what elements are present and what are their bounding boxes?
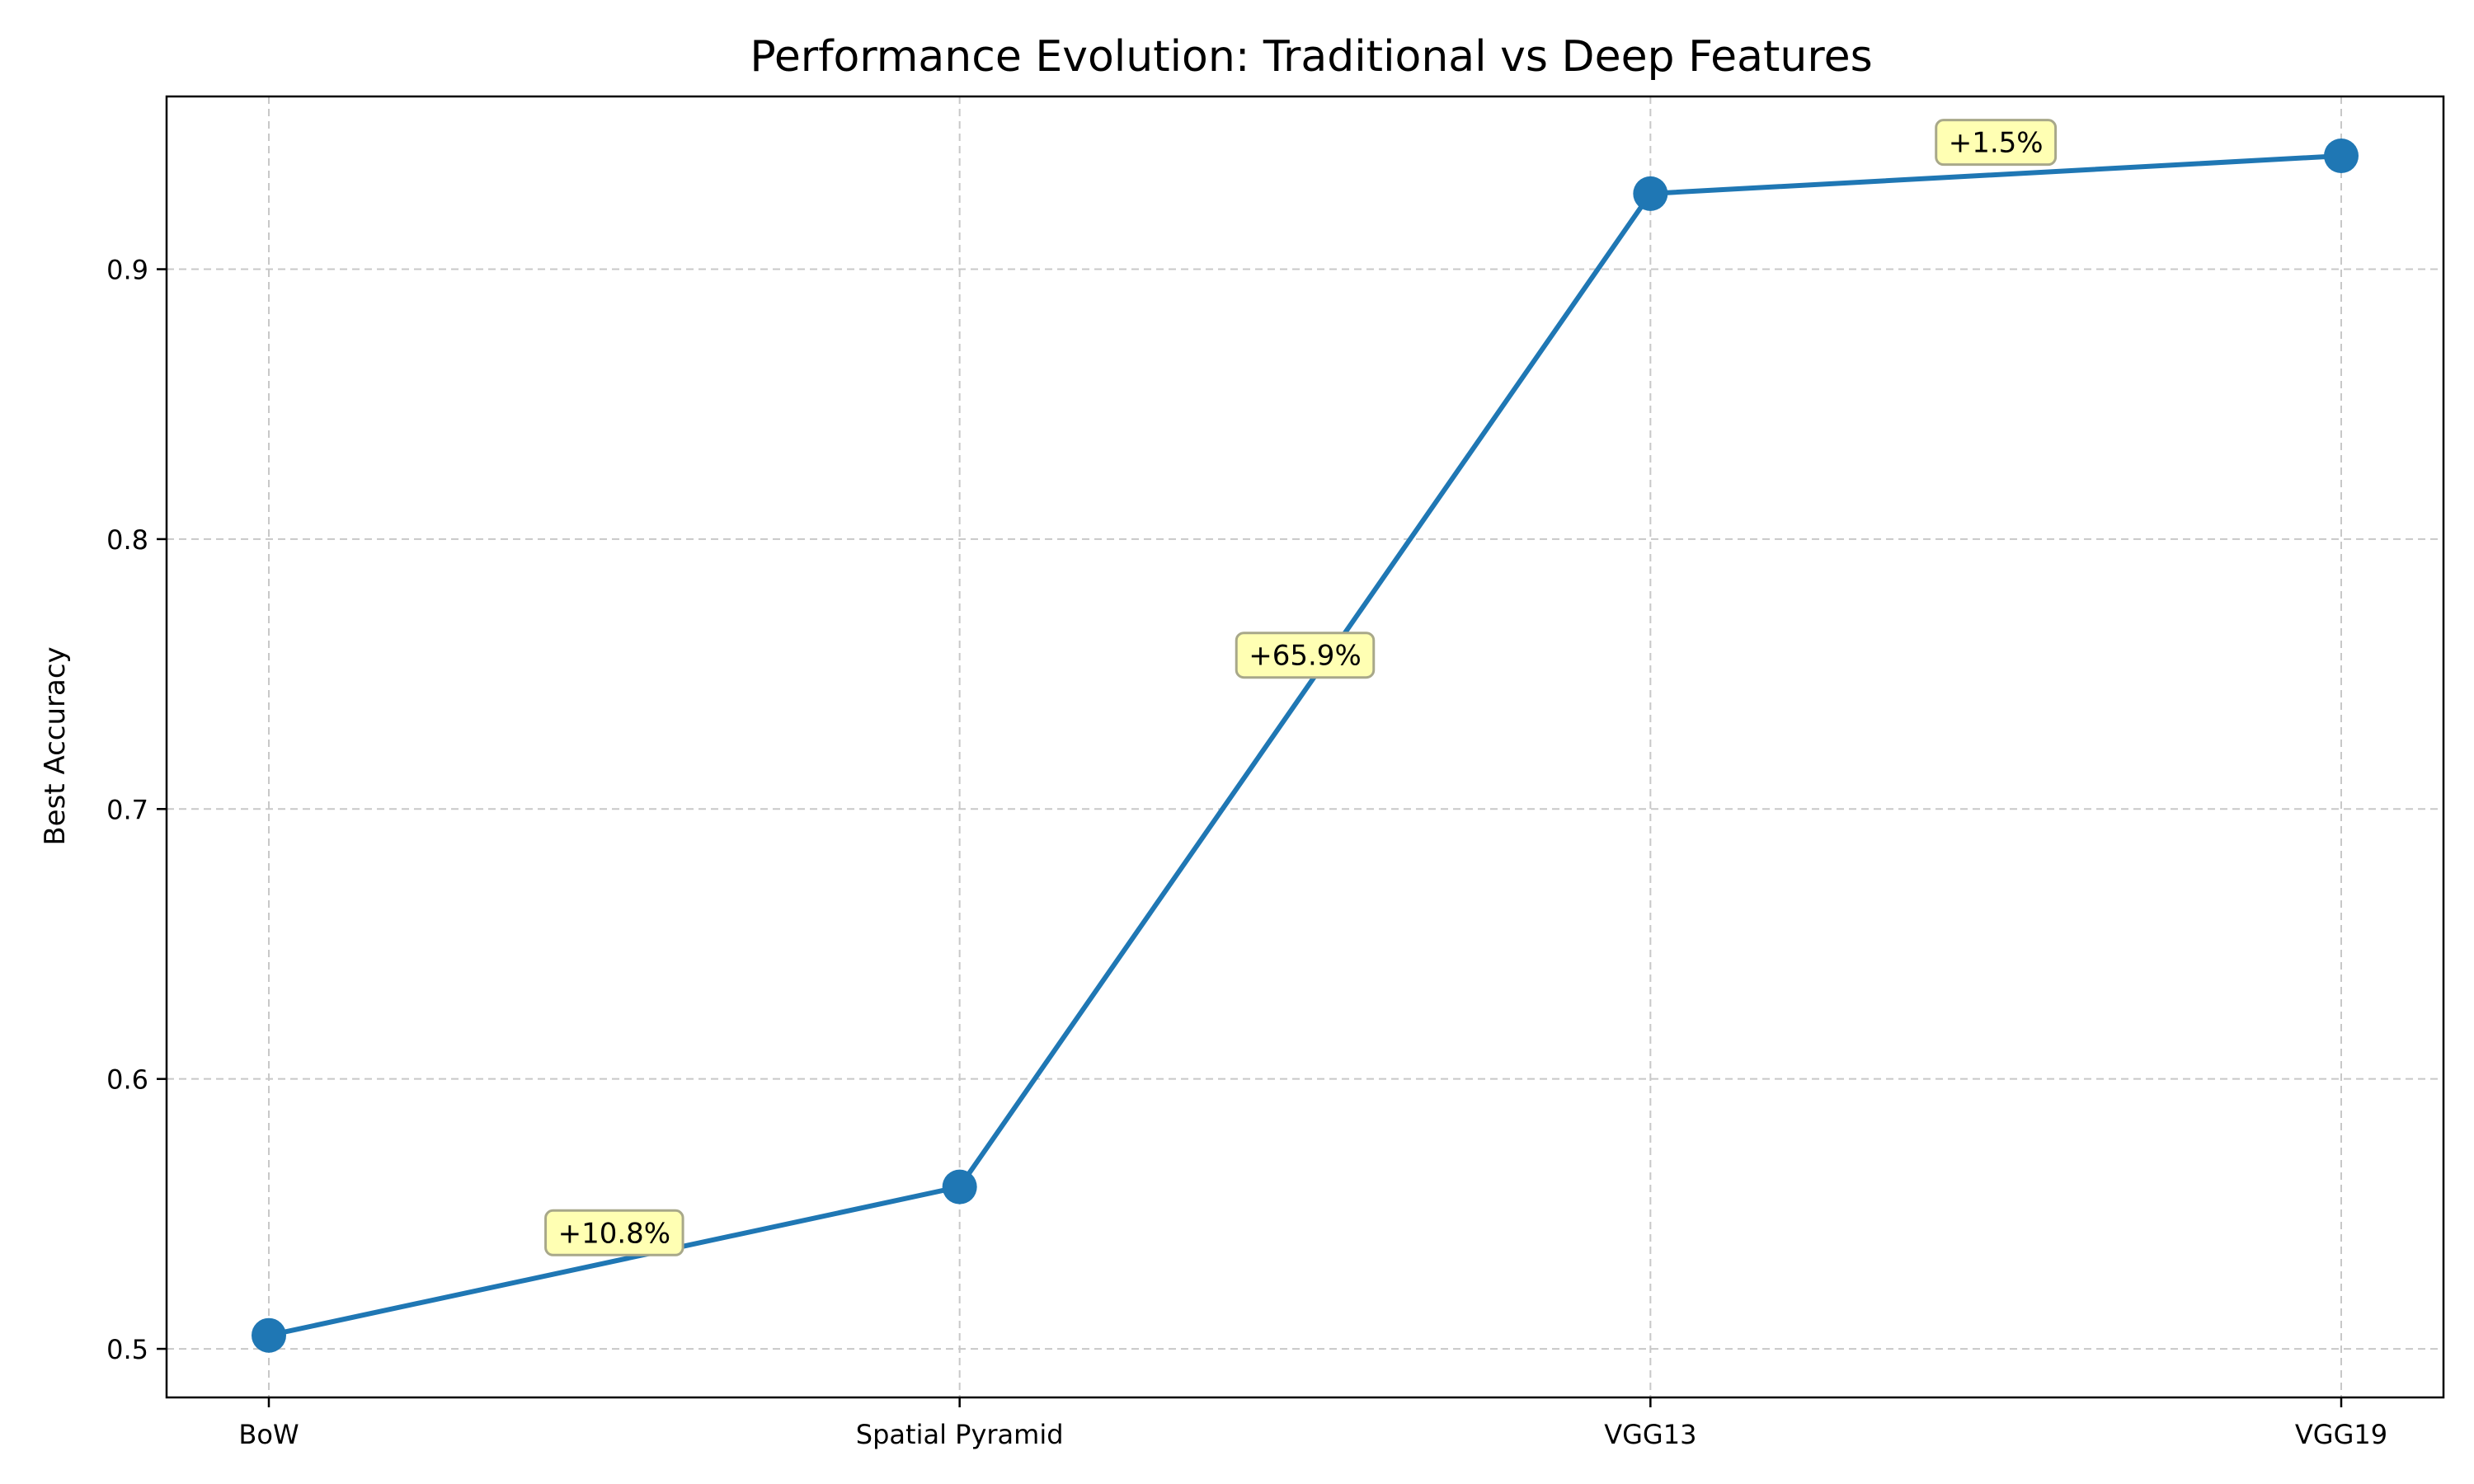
plot-frame [165, 95, 2445, 1399]
annotation-label: +1.5% [1949, 127, 2044, 160]
axes-layer: 0.5 0.6 0.7 0.8 0.9 BoW Spatial Pyramid VGG13 VG… [106, 95, 2445, 1450]
annotation-box [1935, 119, 2058, 167]
x-tick-label: BoW [238, 1419, 299, 1450]
y-tick-label: 0.9 [106, 255, 148, 286]
series-layer [252, 139, 2359, 1353]
x-tick-label: VGG13 [1604, 1419, 1696, 1450]
y-tick-label: 0.6 [106, 1064, 148, 1096]
data-point [2324, 139, 2359, 174]
y-tick-label: 0.5 [106, 1334, 148, 1365]
chart-title: Performance Evolution: Traditional vs De… [750, 32, 1872, 82]
annotation: +10.8% [544, 1209, 684, 1256]
annotation-label: +65.9% [1249, 640, 1362, 673]
data-point [942, 1169, 977, 1205]
annotation: +65.9% [1235, 632, 1376, 679]
x-tick-label: VGG19 [2295, 1419, 2387, 1450]
y-tick-label: 0.8 [106, 524, 148, 556]
data-point [252, 1317, 286, 1353]
grid-layer [167, 96, 2443, 1397]
annotation-box [544, 1209, 684, 1256]
annotation-layer: +10.8% +65.9% +1.5% [544, 119, 2058, 1256]
annotation-box [1235, 632, 1376, 679]
y-tick-label: 0.7 [106, 794, 148, 825]
data-point [1633, 176, 1668, 211]
x-tick-label: Spatial Pyramid [856, 1419, 1064, 1450]
annotation-label: +10.8% [558, 1217, 671, 1250]
series-line [266, 153, 2344, 1338]
y-axis-label: Best Accuracy [39, 646, 72, 845]
annotation: +1.5% [1935, 119, 2058, 167]
